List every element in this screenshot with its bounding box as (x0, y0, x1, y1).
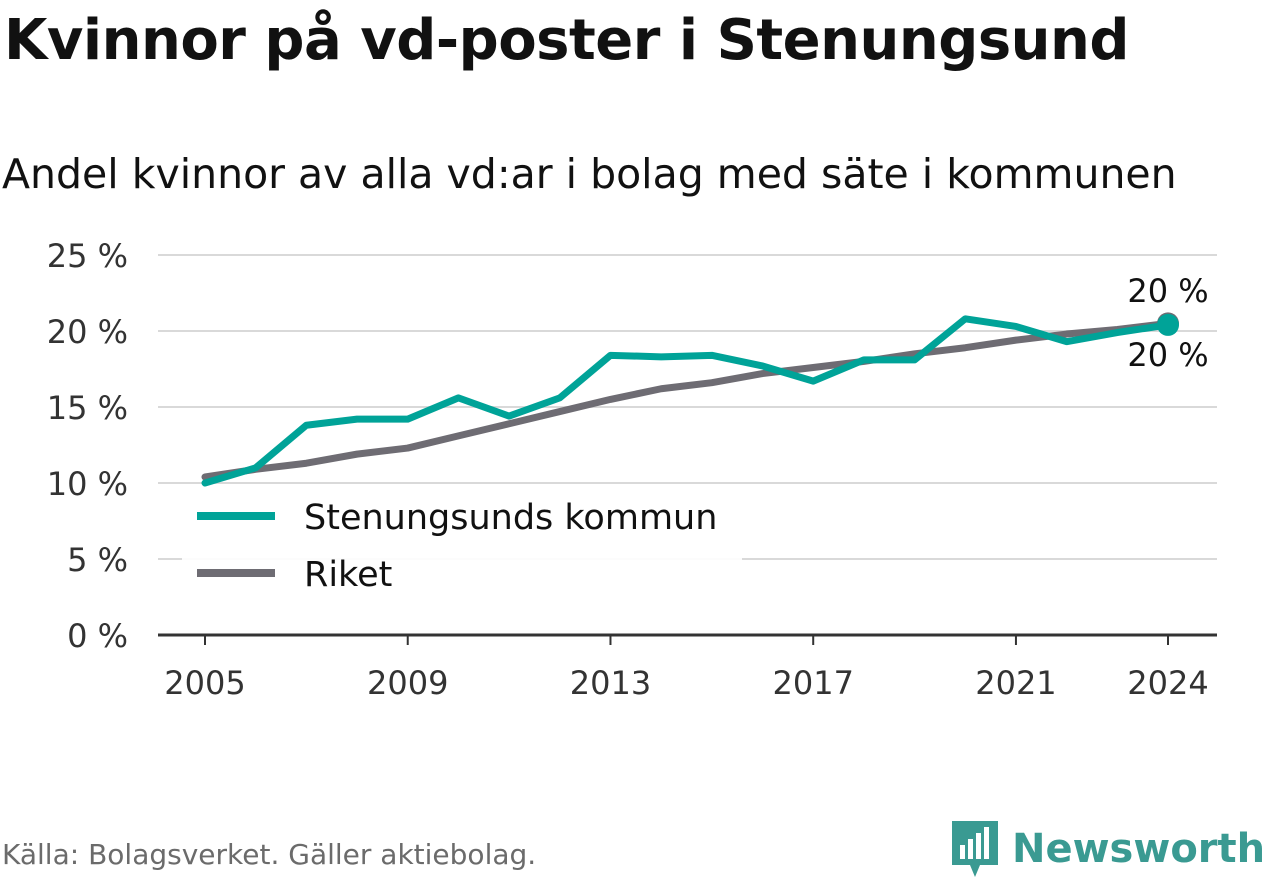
endpoint-stenungsund (1157, 313, 1179, 336)
source-note: Källa: Bolagsverket. Gäller aktiebolag. (2, 838, 537, 871)
x-tick-label: 2024 (1127, 664, 1208, 702)
x-tick-label: 2021 (975, 664, 1056, 702)
y-tick-label: 5 % (67, 541, 128, 579)
y-tick-label: 10 % (47, 465, 128, 503)
x-tick-label: 2005 (164, 664, 245, 702)
y-tick-label: 0 % (67, 617, 128, 655)
chart-subtitle: Andel kvinnor av alla vd:ar i bolag med … (2, 150, 1177, 198)
series-line-stenungsund (201, 315, 1172, 487)
x-tick-label: 2017 (772, 664, 853, 702)
legend-label-riket: Riket (304, 555, 392, 595)
y-tick-label: 25 % (47, 237, 128, 275)
legend-box (182, 488, 742, 606)
x-tick-label: 2009 (367, 664, 448, 702)
end-label-riket: 20 % (1127, 272, 1208, 310)
series-line-riket (201, 319, 1172, 481)
y-tick-label: 20 % (47, 313, 128, 351)
y-tick-label: 15 % (47, 389, 128, 427)
newsworthy-icon (952, 821, 998, 877)
end-label-stenungsund: 20 % (1127, 336, 1208, 374)
legend-label-stenungsund: Stenungsunds kommun (304, 498, 717, 538)
brand-name: Newsworthy (1012, 826, 1262, 872)
x-tick-label: 2013 (570, 664, 651, 702)
brand-logo: Newsworthy (950, 818, 1262, 880)
chart-title: Kvinnor på vd-poster i Stenungsund (4, 8, 1129, 73)
